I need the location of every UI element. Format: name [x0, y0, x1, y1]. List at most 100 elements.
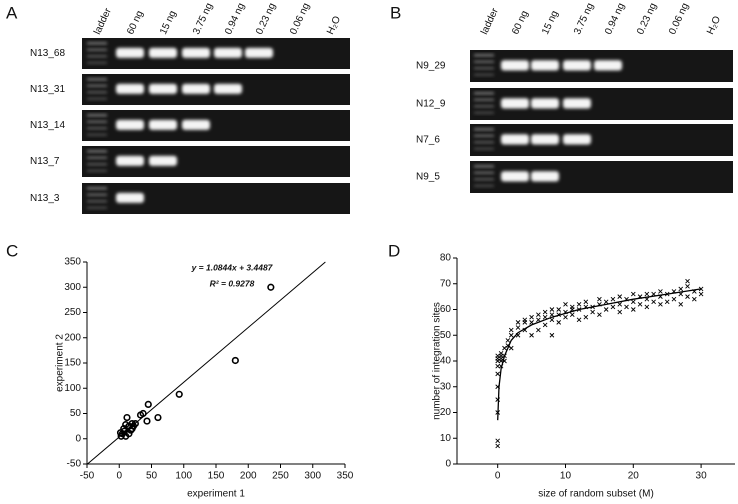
- sample-label: N13_31: [30, 84, 65, 95]
- dna-band: [531, 60, 559, 71]
- ladder-band: [87, 114, 107, 117]
- lane-label: 0.94 ng: [223, 1, 247, 36]
- data-point: [117, 432, 125, 440]
- lane-label: 0.06 ng: [667, 1, 691, 36]
- dna-band: [214, 47, 242, 58]
- data-point: [143, 417, 151, 425]
- data-point: [542, 322, 548, 328]
- y-tick-label: 200: [64, 332, 81, 343]
- data-point: [529, 314, 534, 320]
- x-tick-label: -50: [80, 471, 95, 482]
- ladder-band: [87, 42, 107, 45]
- data-point: [664, 299, 670, 305]
- panel-label: D: [388, 241, 400, 260]
- dna-band: [149, 83, 177, 94]
- y-axis-label: number of integration sites: [432, 302, 443, 420]
- data-point: [630, 299, 636, 305]
- dna-band: [149, 119, 177, 130]
- x-axis-label: size of random subset (M): [538, 489, 654, 500]
- data-point: [498, 350, 504, 356]
- ladder-band: [87, 156, 107, 159]
- ladder-band: [474, 73, 494, 76]
- y-tick-label: 100: [64, 383, 81, 394]
- x-axis-label: experiment 1: [187, 489, 245, 500]
- ladder-band: [87, 120, 107, 123]
- ladder-band: [474, 141, 494, 144]
- x-tick-label: 30: [696, 471, 708, 482]
- ladder-band: [87, 91, 107, 94]
- panel-label: B: [390, 3, 401, 22]
- data-point: [515, 325, 521, 330]
- y-tick-label: 300: [64, 282, 81, 293]
- ladder-band: [474, 128, 494, 131]
- panel-label: C: [6, 241, 18, 260]
- lane-label: ladder: [479, 6, 501, 36]
- data-point: [144, 400, 152, 409]
- data-point: [671, 296, 677, 302]
- data-point: [630, 291, 636, 297]
- lane-label: H₂O: [325, 14, 343, 36]
- dna-band: [116, 155, 144, 166]
- ladder-band: [474, 105, 494, 108]
- dna-band: [149, 47, 177, 58]
- sample-label: N7_6: [416, 135, 440, 146]
- x-tick-label: 300: [304, 471, 321, 482]
- data-point: [522, 317, 528, 323]
- data-point: [120, 425, 128, 433]
- data-point: [549, 332, 555, 338]
- ladder-band: [87, 169, 107, 172]
- data-point: [651, 299, 656, 305]
- sample-label: N9_5: [416, 172, 440, 183]
- x-tick-label: 150: [208, 471, 225, 482]
- data-point: [630, 307, 636, 312]
- lane-label: 0.94 ng: [603, 1, 627, 36]
- dna-band: [501, 60, 529, 71]
- data-point: [495, 443, 501, 449]
- ladder-band: [87, 193, 107, 196]
- annotation: y = 1.0844x + 3.4487: [191, 262, 274, 272]
- ladder-band: [474, 184, 494, 187]
- dna-band: [531, 171, 559, 182]
- y-axis-label: experiment 2: [55, 334, 66, 392]
- data-point: [505, 338, 511, 343]
- data-point: [549, 317, 555, 323]
- data-point: [658, 289, 663, 294]
- data-point: [644, 304, 650, 310]
- dna-band: [116, 192, 144, 203]
- data-point: [658, 302, 663, 307]
- ladder-band: [474, 54, 494, 57]
- data-point: [154, 413, 162, 422]
- data-point: [136, 411, 145, 419]
- lane-label: 15 ng: [158, 9, 179, 36]
- data-point: [495, 438, 501, 444]
- data-point: [128, 425, 136, 433]
- lane-label: H₂O: [705, 14, 723, 36]
- data-point: [590, 309, 595, 315]
- ladder-band: [474, 178, 494, 181]
- x-tick-label: 50: [146, 471, 158, 482]
- data-point: [529, 332, 534, 338]
- dna-band: [531, 134, 559, 145]
- y-tick-label: 60: [440, 304, 452, 315]
- dna-band: [245, 47, 273, 58]
- dna-band: [149, 155, 177, 166]
- data-point: [536, 312, 541, 317]
- x-tick-label: 250: [272, 471, 289, 482]
- y-tick-label: 40: [440, 356, 452, 367]
- y-tick-label: 80: [440, 253, 452, 264]
- data-point: [624, 304, 629, 310]
- data-point: [698, 291, 704, 297]
- data-point: [617, 302, 623, 307]
- x-tick-label: 20: [628, 471, 640, 482]
- fit-curve: [497, 288, 702, 421]
- lane-label: 60 ng: [125, 9, 146, 36]
- lane-label: 0.23 ng: [254, 1, 278, 36]
- data-point: [508, 332, 514, 338]
- data-point: [617, 309, 623, 315]
- y-tick-label: 250: [64, 307, 81, 318]
- data-point: [576, 302, 582, 307]
- x-tick-label: 100: [175, 471, 192, 482]
- lane-label: 0.06 ng: [288, 1, 312, 36]
- dna-band: [182, 47, 210, 58]
